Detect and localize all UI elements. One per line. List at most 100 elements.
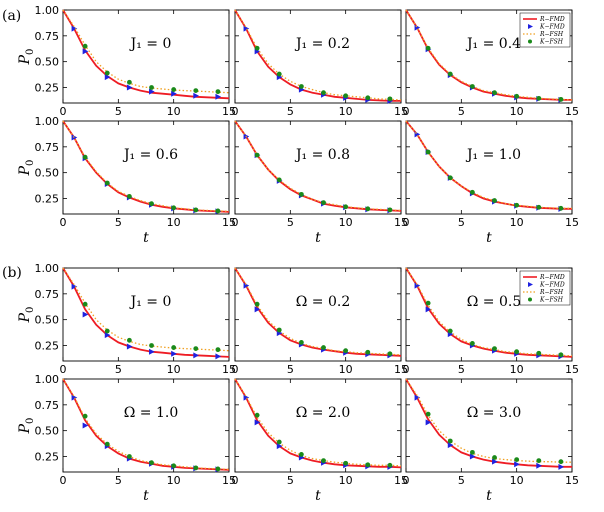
series-kfsh-point [425,411,431,417]
x-tick-label: 15 [394,105,408,118]
series-rfmd-line [405,120,572,210]
series-kfmd-point [276,443,283,450]
panel-annotation: J₁ = 0 [129,36,172,52]
series-kfsh-point [104,328,110,334]
series-kfmd-point [82,311,89,318]
y-tick-label: 1.00 [35,4,60,17]
series-kfmd-point [558,463,565,470]
series-kfsh-point [514,457,520,462]
series-kfmd-point [71,283,78,290]
plot-frame [405,267,573,362]
x-tick-label: 0 [403,363,410,376]
series-kfsh-point [470,449,475,455]
series-kfsh-point [104,180,110,186]
y-tick-label: 1.00 [35,373,60,386]
series-kfsh-point [447,175,453,181]
y-tick-label: 0.75 [35,141,60,154]
plot-frame [234,120,402,215]
panel-a5: 0 5 10 15 J₁ = 0.8 t [232,120,408,246]
legend-swatch-dot [528,39,532,44]
series-kfmd-point [425,419,432,426]
legend-swatch-triangle [528,282,533,287]
series-kfmd-point [171,350,177,357]
plot-frame [62,267,230,362]
panel-annotation: J₁ = 0 [129,294,172,310]
series-kfmd-point [193,352,199,359]
series-kfsh-point [215,89,221,95]
series-kfsh-point [365,462,371,468]
series-kfsh-point [321,345,326,350]
x-axis-label: t [315,488,321,504]
y-axis-label: P0 [17,160,36,177]
series-kfmd-point [126,84,133,91]
series-kfmd-point [71,25,78,32]
y-axis-label-sub: 0 [25,49,36,55]
series-rfmd-line [234,378,402,469]
series-kfsh-point [470,189,475,195]
series-kfsh-point [425,45,431,51]
series-kfsh-point [365,206,371,212]
series-kfsh-point [276,439,282,445]
series-rfmd-line [62,120,230,213]
x-axis-label: t [486,488,492,504]
y-axis-label: P0 [17,418,36,435]
series-kfmd-point [447,442,454,449]
legend-swatch-dot [528,297,532,302]
y-axis-label: P0 [17,307,36,324]
series-kfsh-point [299,84,304,89]
series-kfmd-point [104,332,111,339]
series-kfmd-point [254,306,261,313]
series-kfsh-point [514,202,520,208]
series-kfsh-point [104,70,110,76]
series-rfmd-line [234,267,402,357]
series-kfsh-point [193,346,199,351]
series-kfsh-point [193,207,199,213]
x-tick-label: 0 [232,363,239,376]
series-kfmd-point [243,282,250,289]
x-tick-label: 5 [115,363,122,376]
x-tick-label: 5 [287,105,294,118]
plot-frame [62,378,230,473]
series-kfsh-point [558,459,564,465]
y-tick-label: 1.00 [35,262,60,275]
series-kfmd-point [149,88,155,95]
x-tick-label: 0 [232,216,239,229]
x-tick-label: 5 [115,474,122,487]
panel-annotation: Ω = 3.0 [467,405,522,421]
series-kfsh-point [492,455,497,460]
series-kfsh-point [149,201,154,207]
series-kfsh-point [215,347,221,353]
series-rfmd-line [62,9,230,100]
x-tick-label: 10 [510,216,524,229]
y-tick-label: 0.75 [35,288,60,301]
y-tick-label: 0.25 [35,82,60,95]
y-axis-label-main: P [17,54,33,65]
series-kfsh-point [536,95,542,101]
series-kfmd-point [243,25,250,32]
y-tick-label: 0.75 [35,399,60,412]
series-kfsh-point [276,177,282,183]
x-tick-label: 15 [394,474,408,487]
series-kfsh-point [171,345,177,350]
series-kfsh-point [387,351,393,357]
x-tick-label: 15 [565,363,579,376]
series-kfsh-point [343,348,349,354]
y-tick-label: 0.50 [35,425,60,438]
series-kfmd-point [71,394,78,401]
series-kfmd-point [514,461,520,468]
series-kfsh-point [193,465,199,471]
series-rfsh-line [62,9,230,94]
y-tick-label: 0.25 [35,193,60,206]
y-tick-label: 0.50 [35,314,60,327]
series-kfsh-point [299,340,304,345]
series-rfsh-line [405,378,572,463]
series-kfsh-point [387,96,393,102]
x-tick-label: 15 [394,216,408,229]
legend-entry: K−FMD [539,24,565,31]
plot-frame [62,120,230,215]
series-kfsh-point [215,208,221,214]
series-kfmd-point [171,90,177,97]
